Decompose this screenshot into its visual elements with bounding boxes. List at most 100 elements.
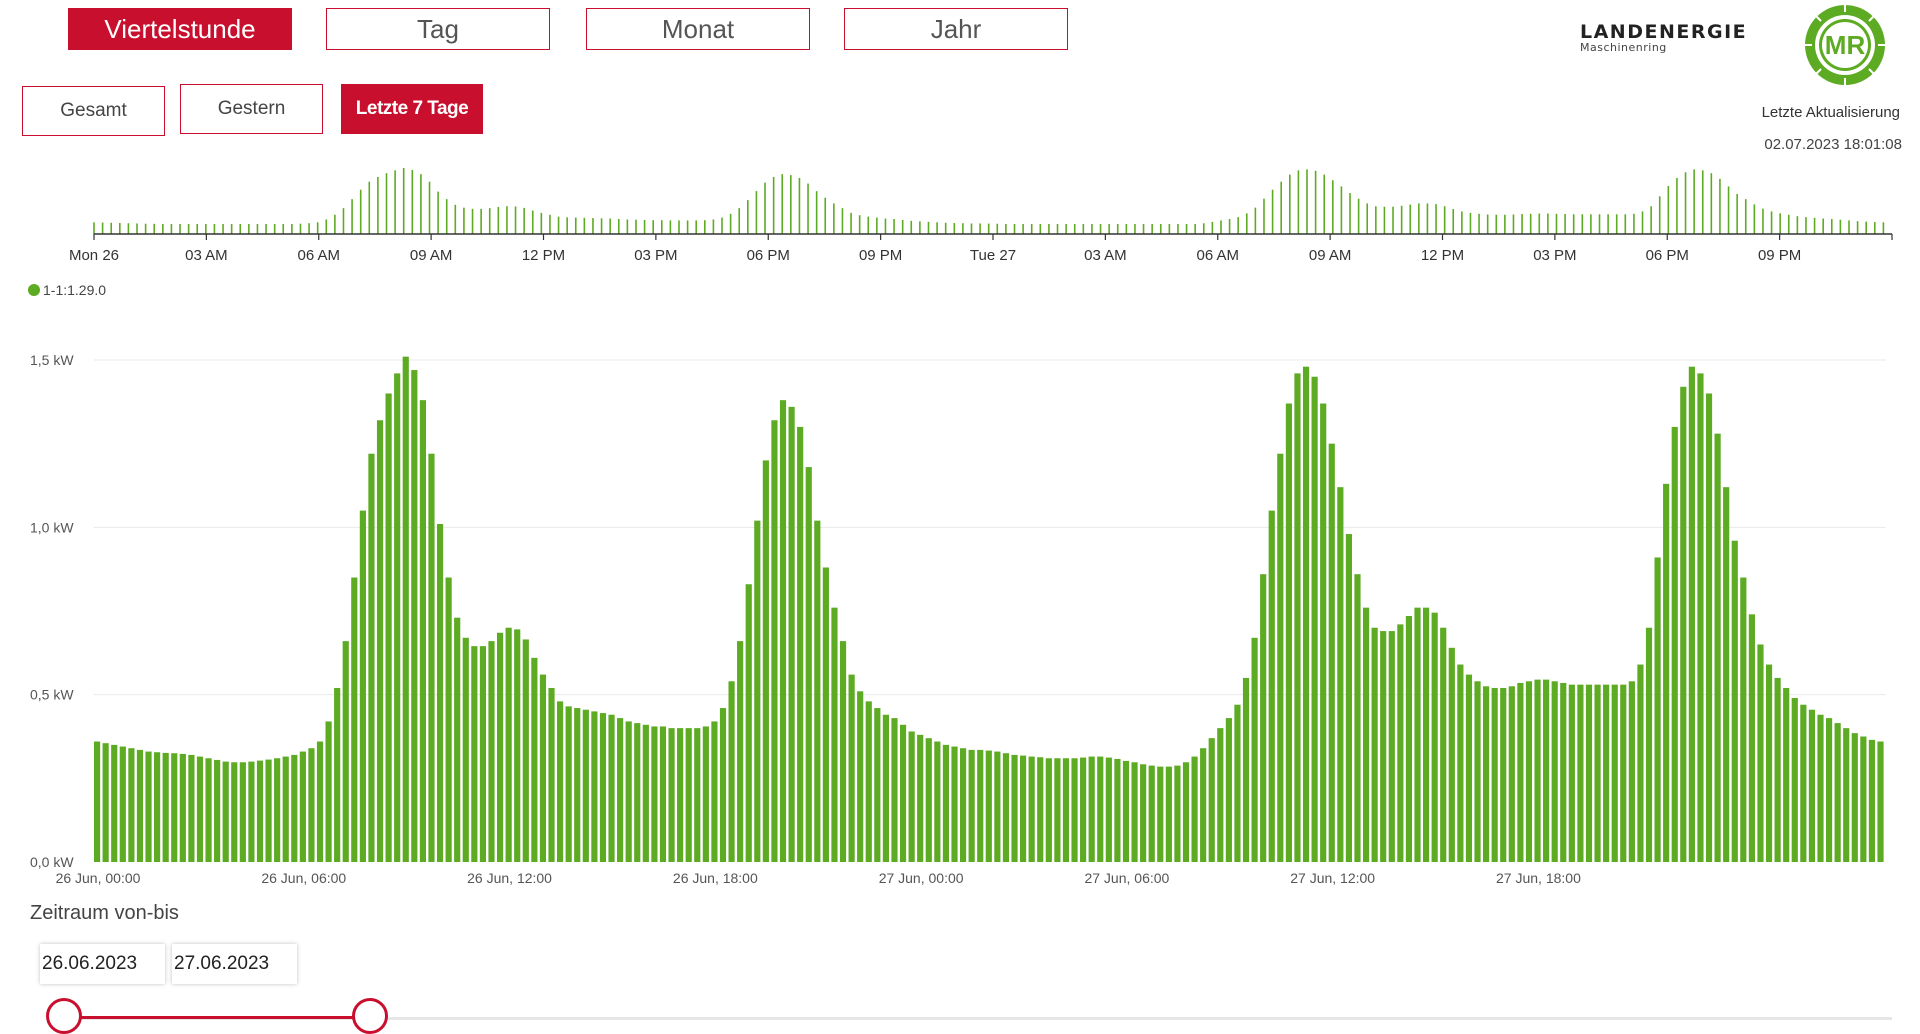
range-label: Zeitraum von-bis (30, 902, 179, 924)
bar (1577, 684, 1584, 862)
bar (1483, 686, 1490, 862)
range-slider-track[interactable] (64, 1017, 1892, 1020)
main-bar-chart: 0,0 kW 0,5 kW 1,0 kW 1,5 kW 26 Jun, 00:00 26 … (30, 352, 1886, 886)
bar (274, 758, 281, 862)
bar (1414, 607, 1421, 862)
bar (1165, 766, 1172, 862)
bar (899, 724, 907, 862)
bar (1457, 664, 1464, 862)
brand-name: LANDENERGIE (1580, 21, 1748, 43)
bar (111, 744, 118, 862)
bar (496, 632, 504, 862)
chart-legend[interactable]: 1-1:1.29.0 (28, 282, 106, 298)
bar (1320, 403, 1327, 862)
bar (1260, 574, 1267, 862)
bar (196, 756, 204, 862)
bar (1620, 684, 1627, 862)
bar (1131, 762, 1138, 862)
bar (505, 627, 512, 862)
bar (1525, 681, 1533, 862)
x-tick-label: 27 Jun, 18:00 (1496, 870, 1581, 886)
bar (205, 758, 212, 862)
bar (882, 714, 889, 862)
bar (908, 731, 915, 862)
bar (136, 749, 144, 862)
button-viertelstunde[interactable]: Viertelstunde (68, 8, 292, 50)
bar (1362, 607, 1370, 862)
button-jahr[interactable]: Jahr (844, 8, 1068, 50)
bar (128, 748, 135, 862)
bar (1474, 681, 1481, 862)
bar (977, 749, 984, 862)
range-slider-start-handle[interactable] (46, 998, 82, 1034)
bar (1037, 757, 1044, 862)
bar (188, 754, 195, 862)
bar (1877, 741, 1884, 862)
bar (1208, 738, 1215, 862)
navigator-tick-label: 06 PM (747, 247, 790, 264)
bar (745, 584, 752, 862)
button-gestern[interactable]: Gestern (180, 84, 323, 134)
bar (1628, 681, 1635, 862)
bar (291, 754, 298, 862)
bar (1834, 723, 1841, 862)
button-letzte-7-tage[interactable]: Letzte 7 Tage (341, 84, 483, 134)
bar (1054, 758, 1061, 862)
range-slider-end-handle[interactable] (352, 998, 388, 1034)
bar (1097, 756, 1104, 862)
bar (565, 706, 572, 862)
bar (411, 370, 418, 862)
bar (762, 460, 769, 862)
bar (1174, 765, 1181, 862)
bar (179, 753, 186, 862)
bar (1705, 393, 1713, 862)
bar (1062, 758, 1070, 862)
bar (1637, 664, 1644, 862)
date-from-field[interactable] (40, 944, 165, 984)
bar (1603, 684, 1610, 862)
y-tick-label: 1,0 kW (30, 519, 74, 535)
bar (1517, 682, 1524, 862)
bar (1765, 664, 1773, 862)
bar (1148, 765, 1155, 862)
x-tick-label: 27 Jun, 06:00 (1084, 870, 1169, 886)
bar (865, 701, 872, 862)
bar (968, 749, 975, 862)
bar (1423, 607, 1430, 862)
button-monat[interactable]: Monat (586, 8, 810, 50)
bar (1800, 704, 1807, 862)
bar (942, 744, 950, 862)
button-tag[interactable]: Tag (326, 8, 550, 50)
bar (1645, 627, 1653, 862)
date-to-field[interactable] (172, 944, 297, 984)
bar (1191, 756, 1198, 862)
bar (1277, 453, 1284, 862)
bar (214, 759, 221, 862)
bar (737, 641, 744, 862)
bar (239, 762, 246, 862)
bar (1843, 728, 1850, 862)
bar (1860, 736, 1867, 862)
bar (1465, 674, 1473, 862)
bar (162, 752, 169, 862)
bar (1491, 687, 1498, 862)
bar (1825, 718, 1833, 862)
bar (617, 718, 624, 862)
bar (1285, 403, 1292, 862)
navigator-chart[interactable]: Mon 26 03 AM 06 AM 09 AM 12 PM 03 PM 06 PM 09 P… (69, 168, 1893, 264)
bar (599, 713, 607, 862)
bar (334, 687, 341, 862)
bar (256, 760, 264, 862)
bar (685, 728, 692, 862)
bar (359, 510, 366, 862)
navigator-tick-label: 06 AM (297, 247, 340, 264)
bar (934, 741, 941, 862)
bar (514, 629, 521, 862)
bar (308, 748, 315, 862)
navigator-tick-label: 09 AM (410, 247, 453, 264)
bar (1345, 534, 1352, 862)
bar (1020, 755, 1027, 862)
navigator-tick-label: 03 AM (1084, 247, 1127, 264)
legend-series-label: 1-1:1.29.0 (43, 282, 107, 298)
button-gesamt[interactable]: Gesamt (22, 86, 165, 136)
